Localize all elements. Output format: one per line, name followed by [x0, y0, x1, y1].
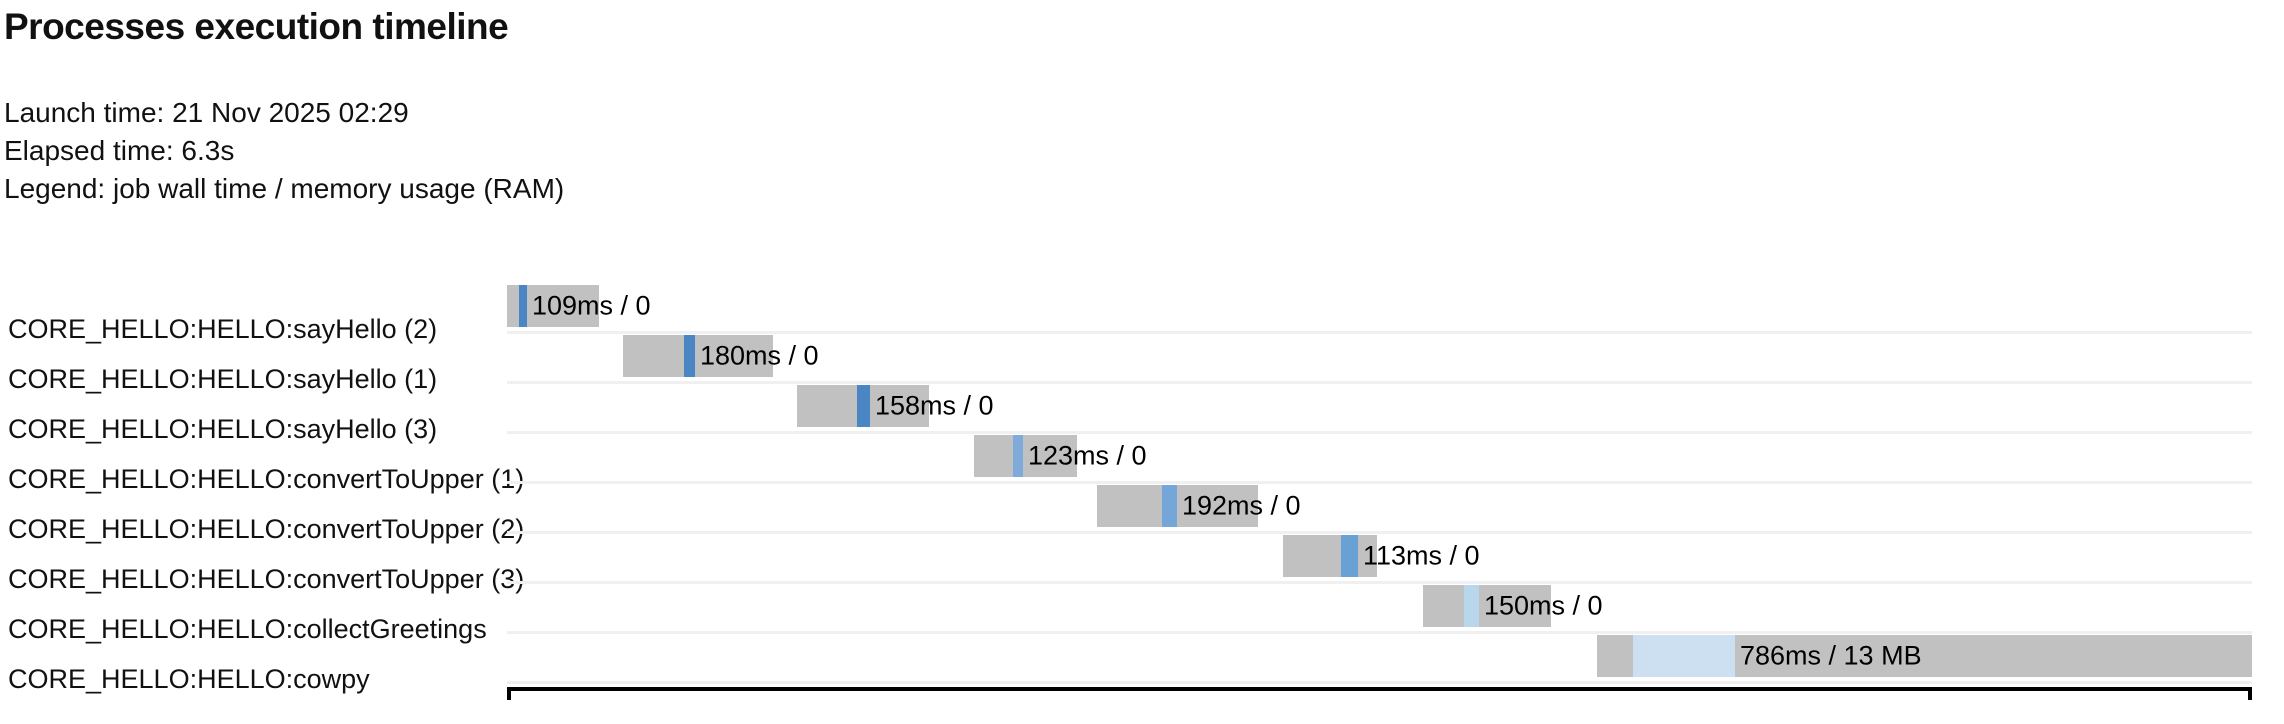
row-baseline [507, 581, 2252, 584]
launch-time-text: Launch time: 21 Nov 2025 02:29 [4, 97, 409, 128]
row-baseline [507, 381, 2252, 384]
process-label: CORE_HELLO:HELLO:sayHello (1) [8, 364, 438, 395]
process-label: CORE_HELLO:HELLO:sayHello (3) [8, 414, 438, 445]
task-time-memory-label: 150ms / 0 [1484, 590, 1603, 621]
process-label: CORE_HELLO:HELLO:sayHello (2) [8, 314, 438, 345]
elapsed-time-text: Elapsed time: 6.3s [4, 135, 235, 166]
x-axis-line [507, 687, 2252, 691]
page-title: Processes execution timeline [4, 6, 509, 47]
task-bar: 158ms / 0 [797, 385, 994, 427]
task-bar: 113ms / 0 [1283, 535, 1480, 577]
report-metadata: Launch time: 21 Nov 2025 02:29 Elapsed t… [4, 94, 564, 208]
task-highlight-segment [1341, 535, 1358, 577]
task-time-memory-label: 113ms / 0 [1363, 540, 1480, 571]
legend-text: Legend: job wall time / memory usage (RA… [4, 173, 565, 204]
task-time-memory-label: 192ms / 0 [1182, 490, 1301, 521]
row-baseline [507, 631, 2252, 634]
task-highlight-segment [857, 385, 870, 427]
task-bar: 786ms / 13 MB [1597, 635, 2252, 677]
task-bar: 180ms / 0 [623, 335, 819, 377]
row-baseline [507, 331, 2252, 334]
task-time-memory-label: 158ms / 0 [875, 390, 994, 421]
task-bar: 123ms / 0 [974, 435, 1147, 477]
process-label: CORE_HELLO:HELLO:collectGreetings [8, 614, 487, 645]
task-highlight-segment [684, 335, 695, 377]
task-time-memory-label: 109ms / 0 [532, 290, 651, 321]
row-baseline [507, 481, 2252, 484]
task-highlight-segment [1633, 635, 1735, 677]
task-highlight-segment [519, 285, 527, 327]
process-label: CORE_HELLO:HELLO:convertToUpper (1) [8, 464, 525, 495]
task-bar: 192ms / 0 [1097, 485, 1301, 527]
row-baseline [507, 431, 2252, 434]
task-time-memory-label: 786ms / 13 MB [1740, 640, 1922, 671]
row-baseline [507, 681, 2252, 684]
process-label: CORE_HELLO:HELLO:cowpy [8, 664, 370, 695]
task-highlight-segment [1013, 435, 1023, 477]
task-time-memory-label: 180ms / 0 [700, 340, 819, 371]
task-highlight-segment [1162, 485, 1177, 527]
x-axis-end-tick [2248, 687, 2252, 700]
task-time-memory-label: 123ms / 0 [1028, 440, 1147, 471]
x-axis-end-tick [507, 687, 511, 700]
task-bar: 109ms / 0 [507, 285, 651, 327]
task-highlight-segment [1464, 585, 1479, 627]
process-label: CORE_HELLO:HELLO:convertToUpper (2) [8, 514, 525, 545]
task-bar: 150ms / 0 [1423, 585, 1603, 627]
row-baseline [507, 531, 2252, 534]
process-label: CORE_HELLO:HELLO:convertToUpper (3) [8, 564, 525, 595]
